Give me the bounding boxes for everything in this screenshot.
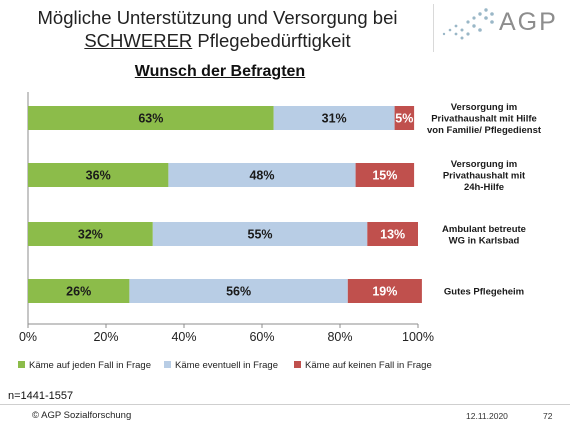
logo-dot-pattern-icon bbox=[442, 8, 494, 40]
slide-title: Mögliche Unterstützung und Versorgung be… bbox=[0, 6, 435, 52]
slide-title-line1: Mögliche Unterstützung und Versorgung be… bbox=[37, 7, 398, 28]
category-label: Versorgung im Privathaushalt mit 24h-Hilfe bbox=[443, 159, 526, 193]
x-tick-label: 0% bbox=[19, 330, 37, 344]
stacked-bar-chart: 0% 20% 40% 60% 80% 100% 63% 31% 5% Versorgung im P… bbox=[19, 92, 542, 344]
bar-segment bbox=[355, 163, 415, 187]
bar-data-label: 19% bbox=[372, 285, 397, 299]
x-tick-label: 20% bbox=[93, 330, 118, 344]
x-tick-label: 60% bbox=[249, 330, 274, 344]
legend-item-yes: Käme auf jeden Fall in Frage bbox=[18, 360, 151, 371]
legend-label-no: Käme auf keinen Fall in Frage bbox=[305, 360, 432, 371]
agp-logo bbox=[442, 8, 494, 40]
bar-segment bbox=[273, 106, 395, 130]
bar-data-label: 31% bbox=[322, 112, 347, 126]
bar-data-label: 36% bbox=[86, 169, 111, 183]
footer-date: 12.11.2020 bbox=[466, 411, 508, 421]
category-label: Ambulant betreute WG in Karlsbad bbox=[442, 224, 526, 247]
bar-segment bbox=[367, 222, 418, 246]
x-tick-label: 80% bbox=[327, 330, 352, 344]
x-tick-label: 40% bbox=[171, 330, 196, 344]
slide-title-emphasis: SCHWERER bbox=[84, 30, 193, 51]
bar-data-label: 55% bbox=[248, 228, 273, 242]
bar-segment bbox=[28, 279, 130, 303]
bar-data-label: 48% bbox=[249, 169, 274, 183]
footer-page-number: 72 bbox=[543, 411, 553, 421]
footer-divider bbox=[0, 404, 570, 405]
bar-data-label: 63% bbox=[138, 112, 163, 126]
category-label: Versorgung im Privathaushalt mit Hilfe von… bbox=[427, 102, 542, 136]
bar-data-label: 56% bbox=[226, 285, 251, 299]
legend-label-maybe: Käme eventuell in Frage bbox=[175, 360, 278, 371]
bar-data-label: 26% bbox=[66, 285, 91, 299]
legend-item-no: Käme auf keinen Fall in Frage bbox=[294, 360, 432, 371]
logo-wordmark: AGP bbox=[499, 8, 558, 36]
legend-swatch-maybe bbox=[164, 361, 171, 368]
legend-swatch-no bbox=[294, 361, 301, 368]
bar-segment bbox=[28, 222, 153, 246]
bar-segment bbox=[152, 222, 368, 246]
bar-data-label: 5% bbox=[395, 112, 413, 126]
legend-swatch-yes bbox=[18, 361, 25, 368]
x-tick-label: 100% bbox=[402, 330, 434, 344]
legend-label-yes: Käme auf jeden Fall in Frage bbox=[29, 360, 151, 371]
legend-item-maybe: Käme eventuell in Frage bbox=[164, 360, 278, 371]
footer-copyright: © AGP Sozialforschung bbox=[32, 410, 132, 421]
bar-segment bbox=[28, 106, 274, 130]
bar-segment bbox=[168, 163, 356, 187]
bar-segment bbox=[28, 163, 169, 187]
slide-title-line2: SCHWERER Pflegebedürftigkeit bbox=[0, 29, 435, 52]
bar-segment bbox=[394, 106, 415, 130]
slide-title-rest: Pflegebedürftigkeit bbox=[192, 30, 351, 51]
bar-segment bbox=[129, 279, 348, 303]
bar-data-label: 13% bbox=[380, 228, 405, 242]
sample-size-note: n=1441-1557 bbox=[8, 390, 74, 402]
bar-data-label: 32% bbox=[78, 228, 103, 242]
category-label: Gutes Pflegeheim bbox=[444, 287, 524, 298]
bar-segment bbox=[347, 279, 422, 303]
header-divider bbox=[433, 4, 434, 52]
bar-data-label: 15% bbox=[372, 169, 397, 183]
chart-title: Wunsch der Befragten bbox=[134, 63, 306, 80]
